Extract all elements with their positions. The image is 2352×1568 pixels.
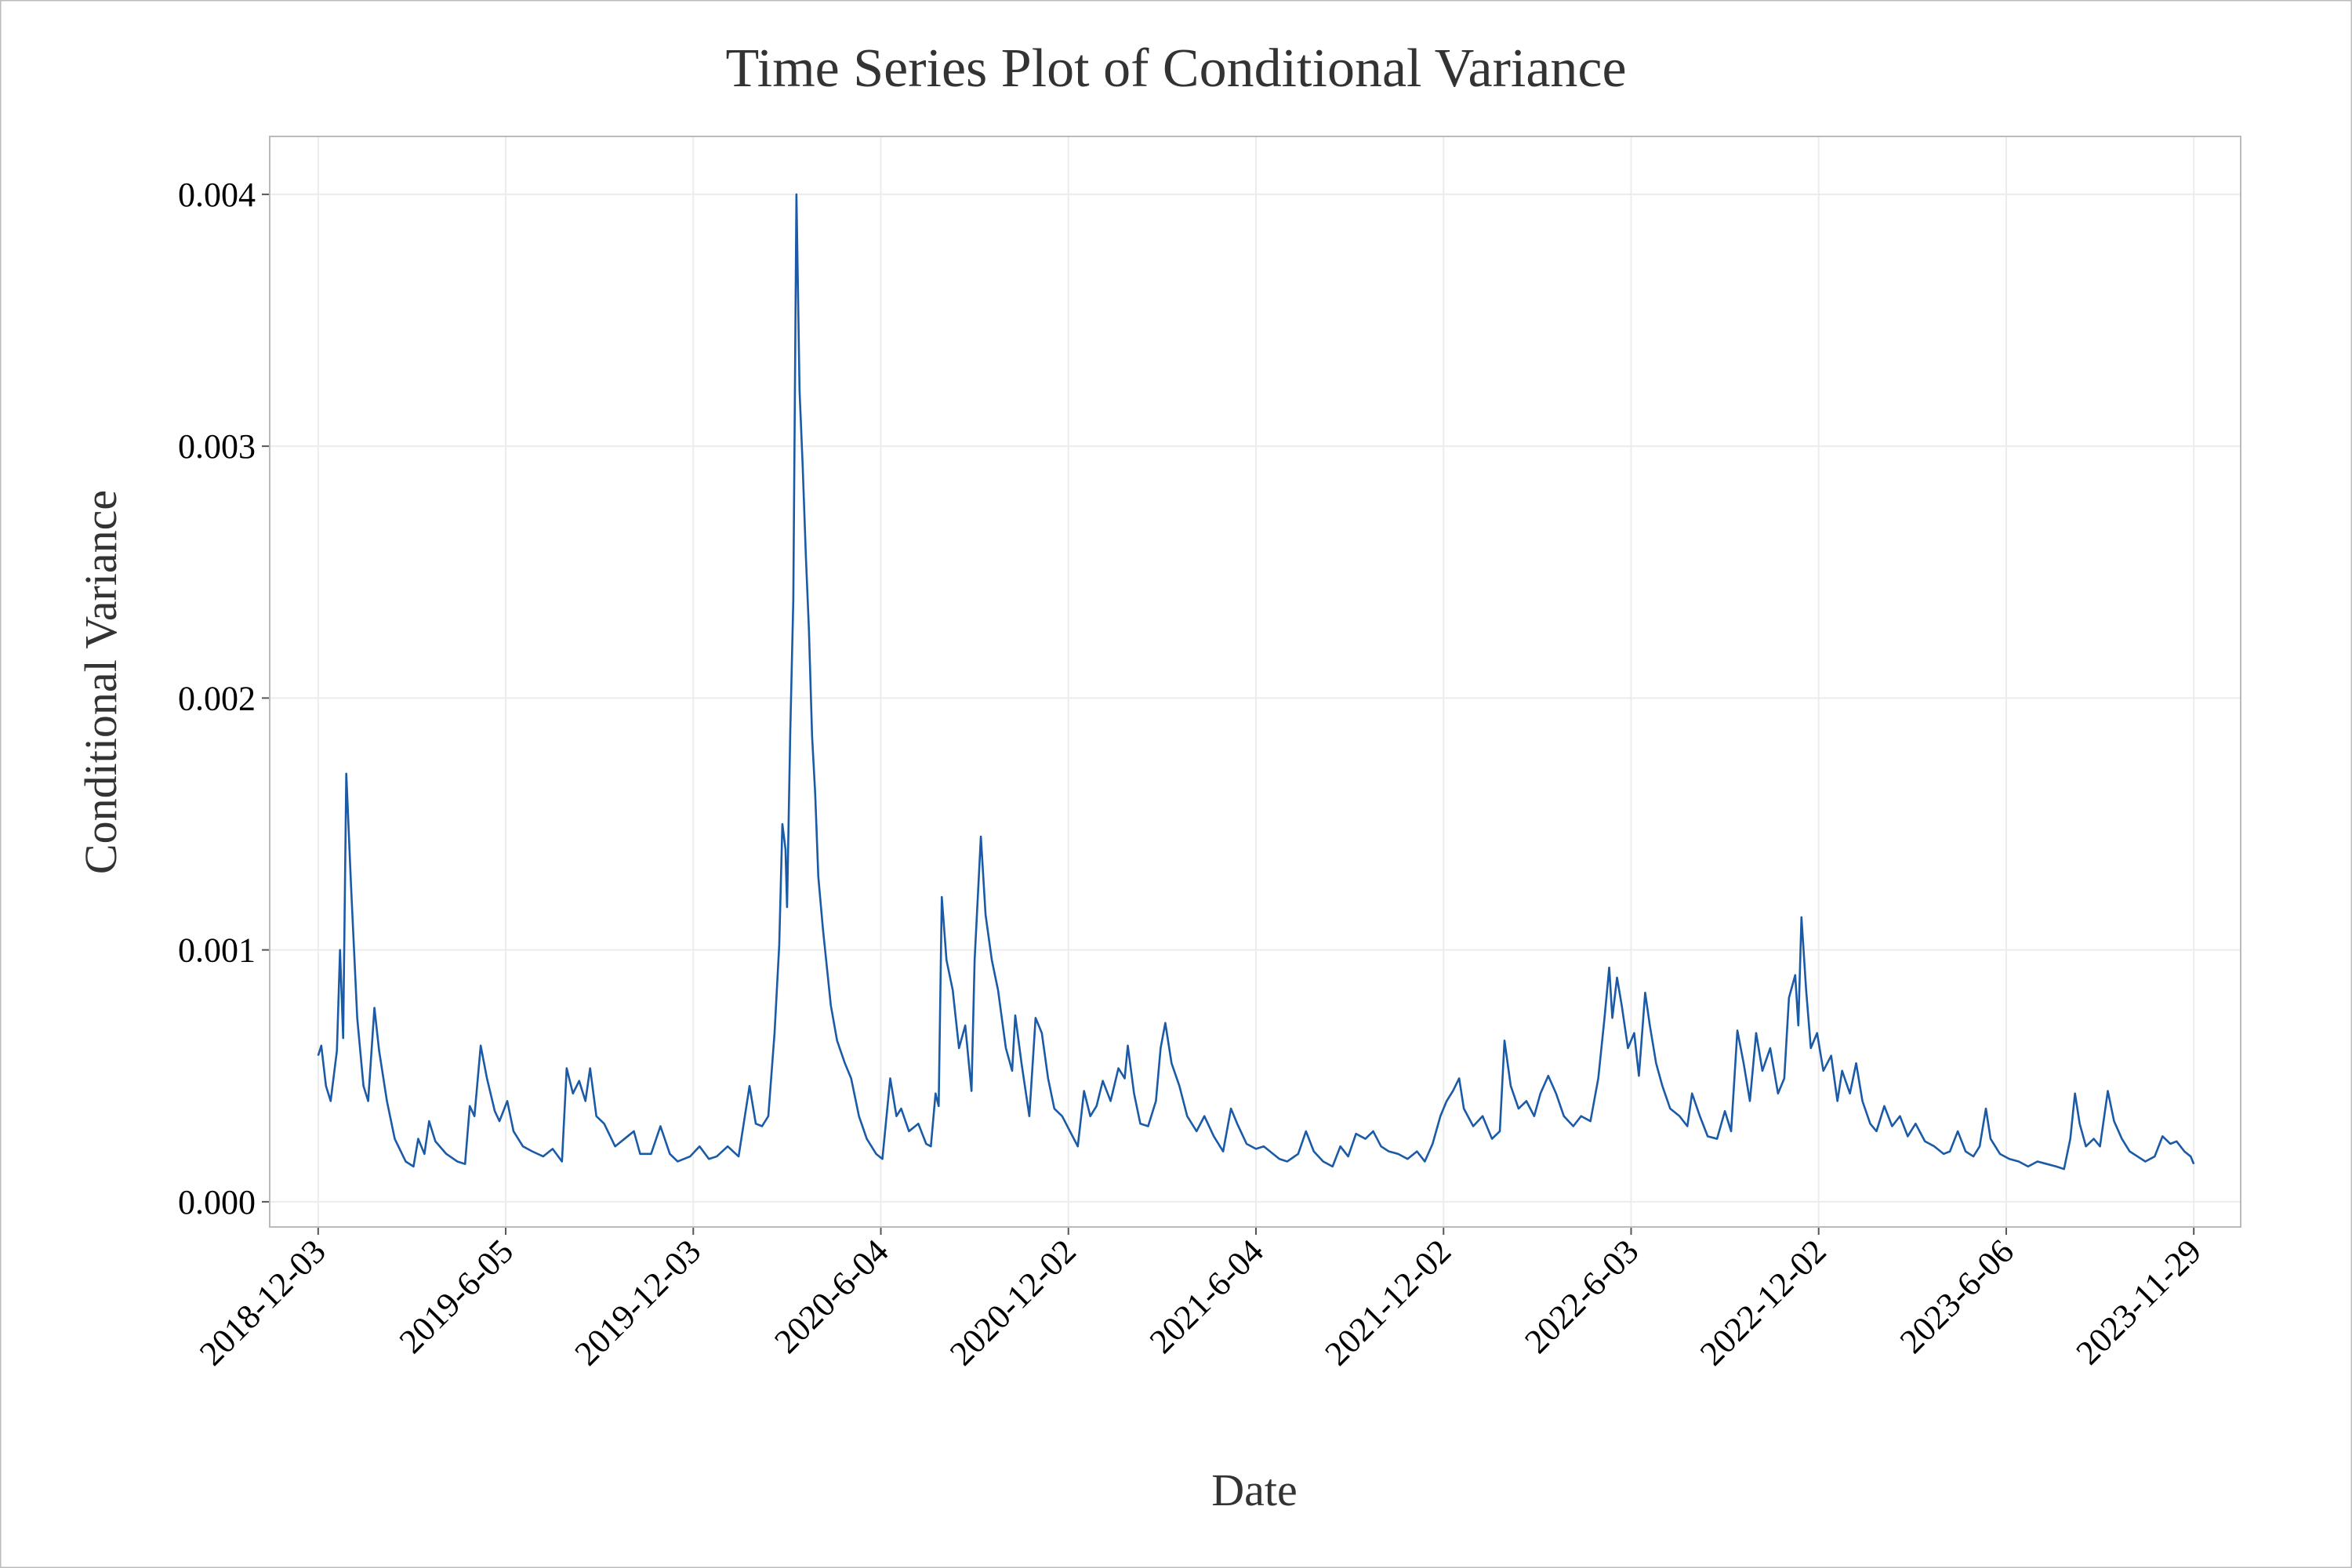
y-axis-title: Conditional Variance (75, 490, 126, 874)
y-tick-label: 0.002 (178, 679, 256, 717)
plot-frame (269, 136, 2241, 1228)
y-tick-label: 0.003 (178, 427, 256, 466)
data-line (317, 193, 2195, 1171)
chart-title: Time Series Plot of Conditional Variance (725, 38, 1626, 99)
y-tick-label: 0.004 (178, 176, 256, 214)
y-tick-label: 0.001 (178, 931, 256, 970)
y-tick-label: 0.000 (178, 1183, 256, 1221)
x-axis-title: Date (1211, 1465, 1298, 1515)
